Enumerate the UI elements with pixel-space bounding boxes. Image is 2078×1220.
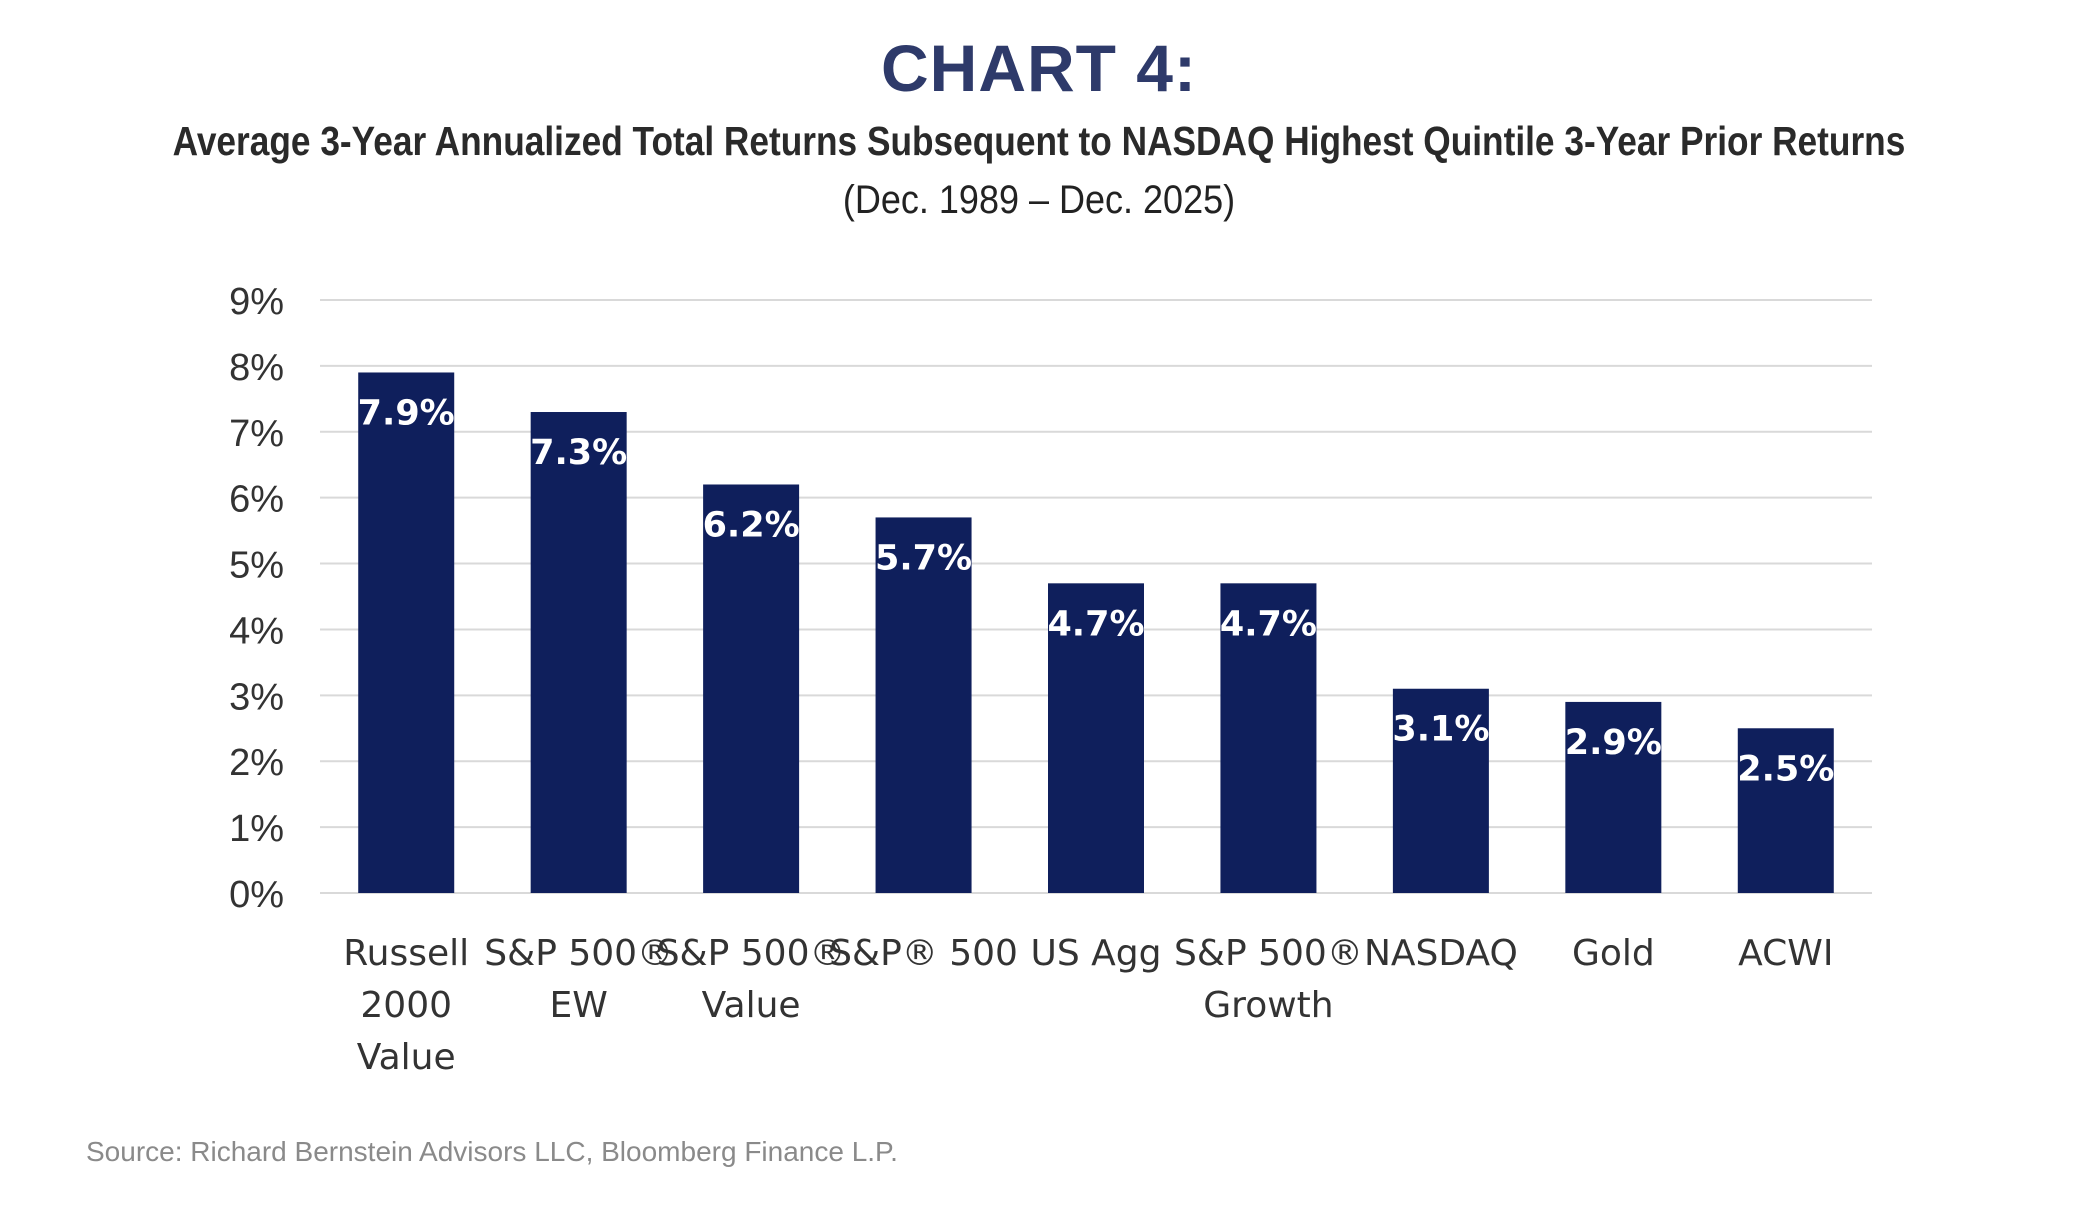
x-category-label: Growth xyxy=(1203,985,1333,1026)
source-note: Source: Richard Bernstein Advisors LLC, … xyxy=(86,1136,898,1167)
x-category-label: 2000 xyxy=(360,985,452,1026)
bar xyxy=(875,517,972,893)
x-category-label: NASDAQ xyxy=(1364,933,1518,974)
bar-value-label: 4.7% xyxy=(1220,604,1317,644)
bar-value-label: 5.7% xyxy=(875,538,972,578)
x-category-label: S&P 500® xyxy=(1174,933,1363,974)
y-tick-label: 8% xyxy=(229,347,284,389)
bar xyxy=(1565,701,1662,893)
bar xyxy=(1220,583,1317,893)
x-category-label: US Agg xyxy=(1031,933,1162,974)
y-tick-label: 2% xyxy=(229,742,284,784)
y-tick-label: 3% xyxy=(229,676,284,718)
bar-chart: 0% 1% 2% 3% 4% 5% 6% 7% 8% 9% 7.9% 7.3% 6.2% 5.7% 4.7… xyxy=(229,281,1872,1078)
y-tick-label: 5% xyxy=(229,545,284,587)
x-category-label: S&P® 500 xyxy=(829,933,1018,974)
bar-value-label: 4.7% xyxy=(1047,604,1144,644)
bar-value-label: 7.3% xyxy=(530,433,627,473)
bar-value-label: 7.9% xyxy=(358,393,455,433)
x-category-label: Gold xyxy=(1572,933,1655,974)
x-category-label: S&P 500® xyxy=(657,933,846,974)
x-category-label: Value xyxy=(357,1037,456,1078)
bar-value-label: 6.2% xyxy=(703,505,800,545)
bar xyxy=(1392,688,1489,893)
x-category-label: EW xyxy=(549,985,607,1026)
bar xyxy=(358,372,455,893)
y-tick-label: 9% xyxy=(229,281,284,323)
bars xyxy=(358,372,1834,893)
bar xyxy=(1048,583,1144,893)
y-tick-label: 0% xyxy=(229,874,284,916)
bar xyxy=(703,484,800,893)
bar xyxy=(530,412,627,893)
y-tick-label: 4% xyxy=(229,610,284,652)
bar-value-label: 3.1% xyxy=(1392,710,1489,750)
chart-title: CHART 4: xyxy=(881,31,1197,105)
x-category-label: Value xyxy=(702,985,801,1026)
bar xyxy=(1737,728,1834,893)
bar-value-labels: 7.9% 7.3% 6.2% 5.7% 4.7% 4.7% 3.1% 2.9% 2.5% xyxy=(358,393,1835,789)
bar-value-label: 2.9% xyxy=(1565,723,1662,763)
chart-subtitle: Average 3-Year Annualized Total Returns … xyxy=(172,118,1906,164)
y-tick-label: 7% xyxy=(229,413,284,455)
y-axis-tick-labels: 0% 1% 2% 3% 4% 5% 6% 7% 8% 9% xyxy=(229,281,284,916)
y-tick-label: 1% xyxy=(229,808,284,850)
chart-date-range: (Dec. 1989 – Dec. 2025) xyxy=(842,178,1236,222)
x-category-label: Russell xyxy=(343,933,469,974)
bar-value-label: 2.5% xyxy=(1737,749,1834,789)
y-tick-label: 6% xyxy=(229,479,284,521)
x-axis-category-labels: Russell 2000 Value S&P 500® EW S&P 500® Value S… xyxy=(343,933,1833,1078)
x-category-label: S&P 500® xyxy=(484,933,673,974)
x-category-label: ACWI xyxy=(1738,933,1833,974)
